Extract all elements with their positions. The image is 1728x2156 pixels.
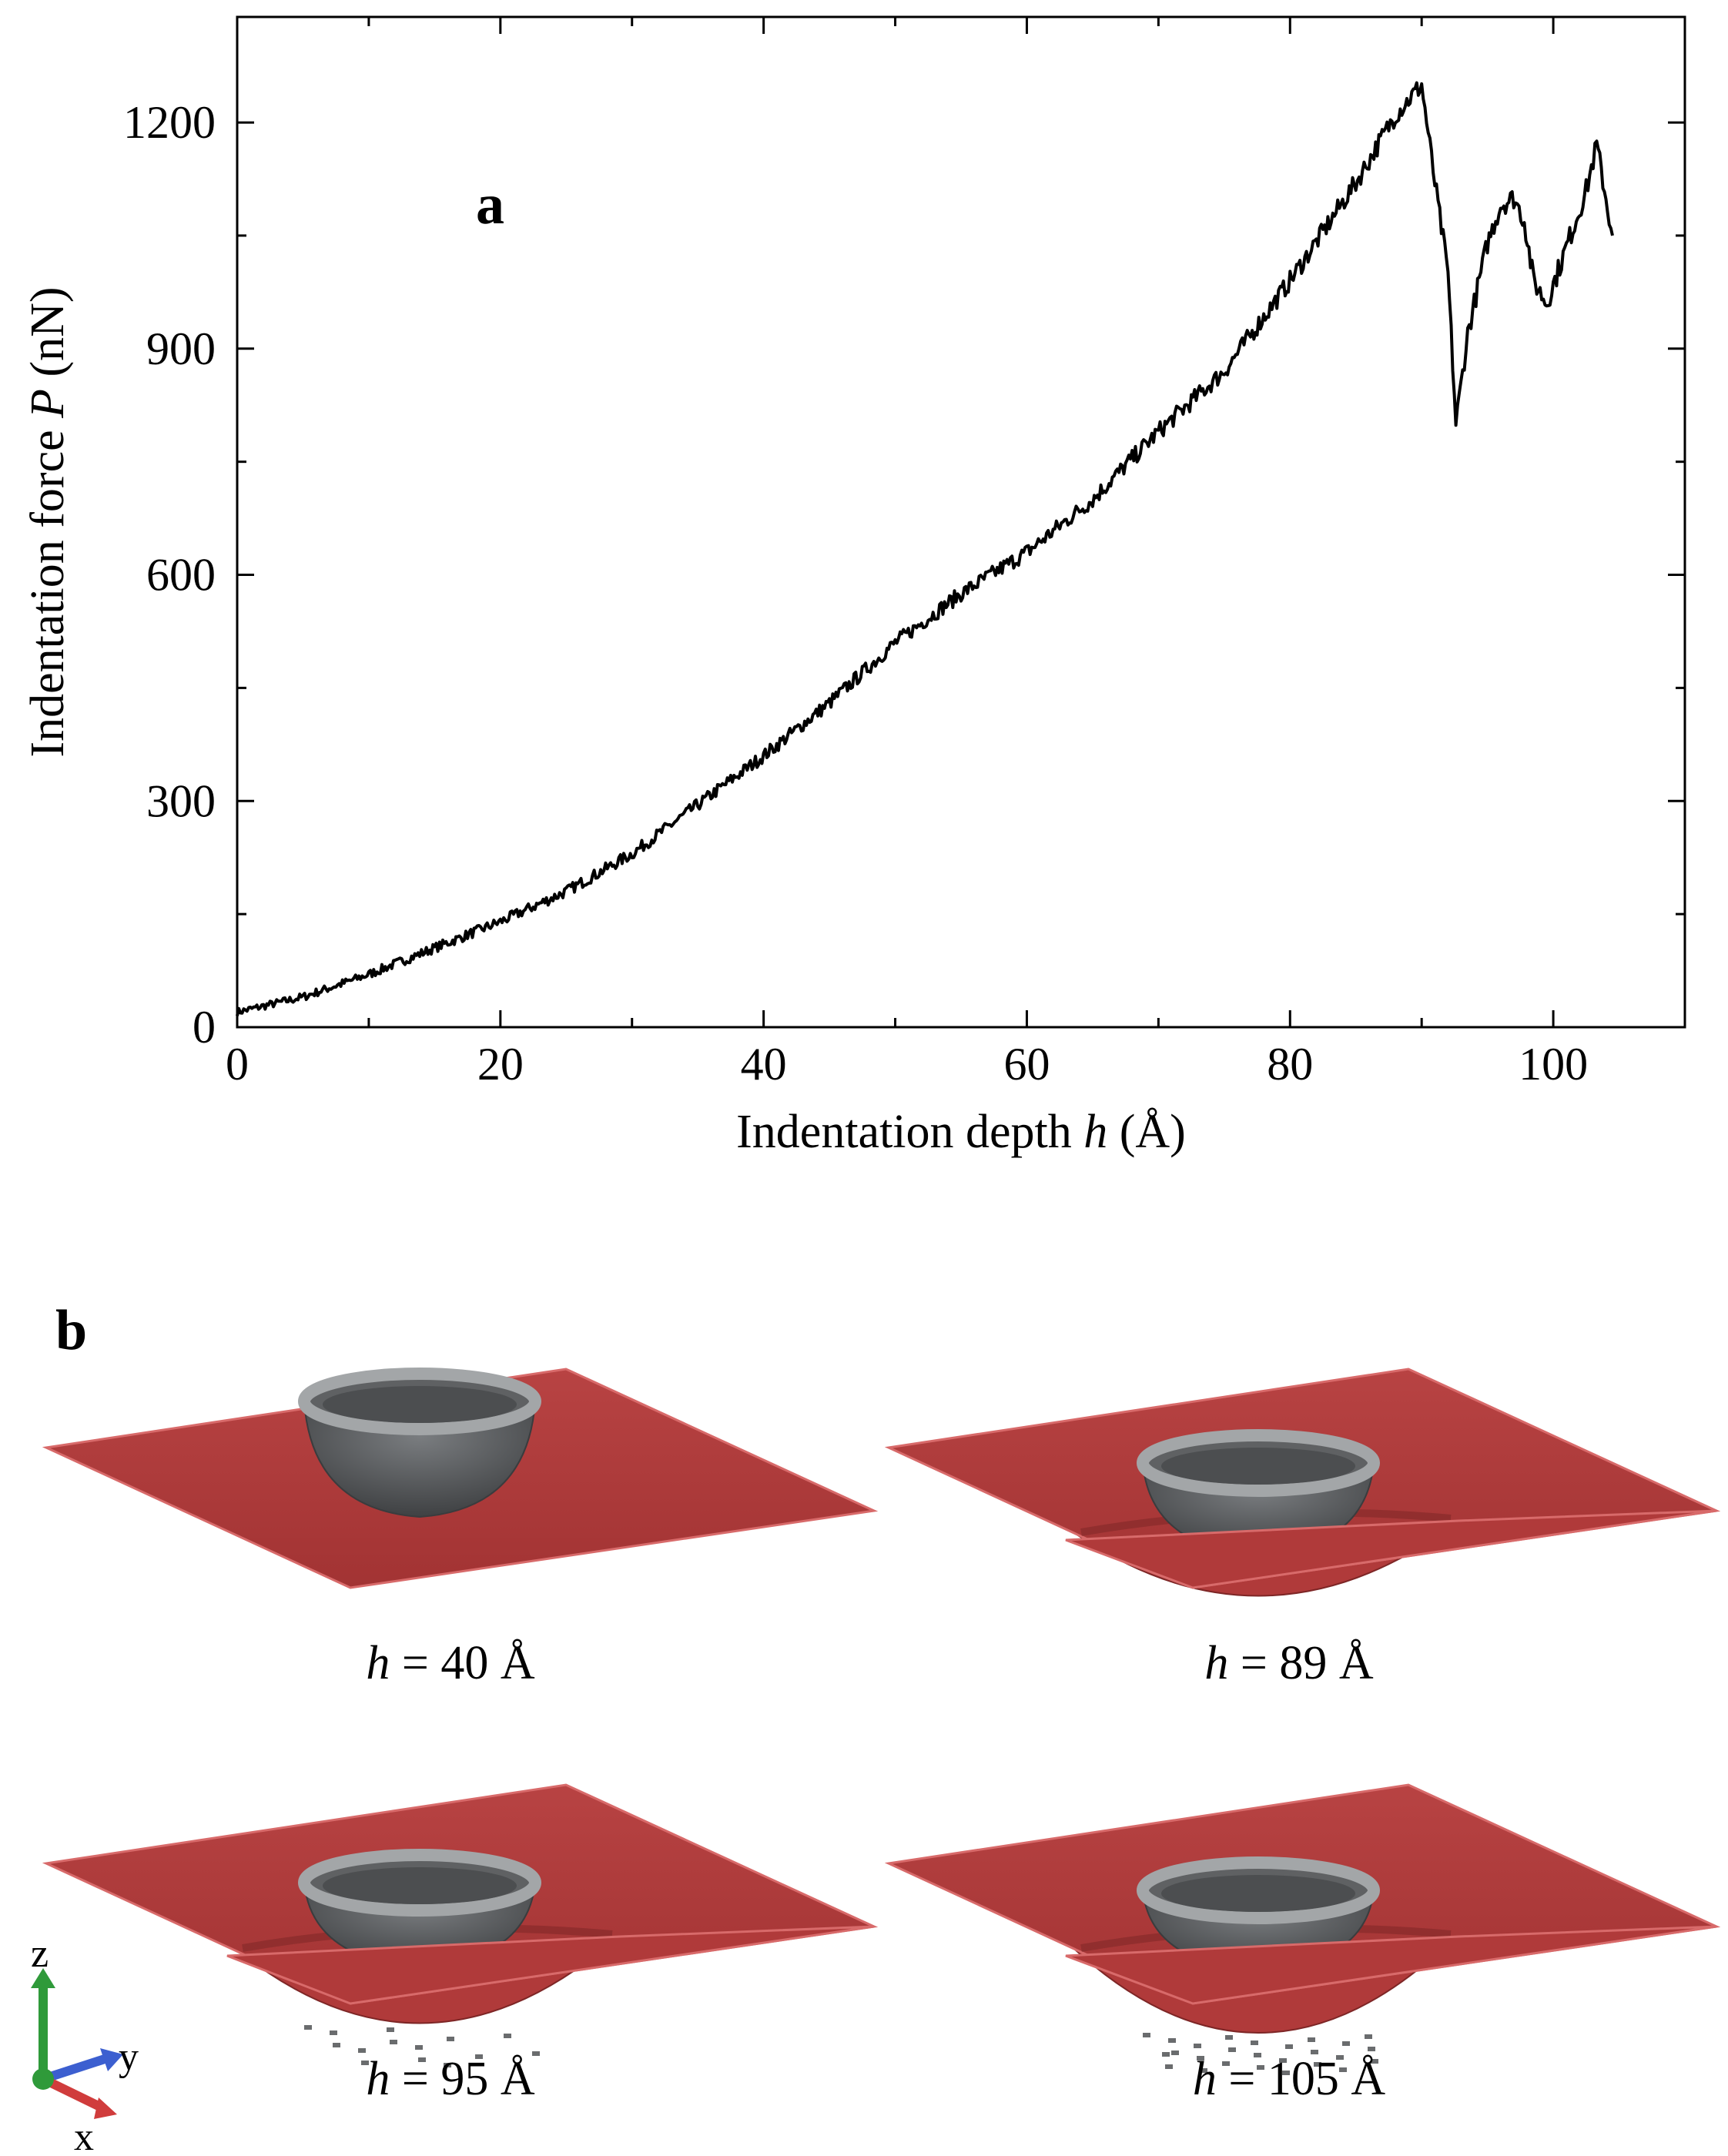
fracture-debris (475, 2054, 483, 2059)
y-arrowhead (100, 2048, 123, 2071)
snapshot-panel: h = 89 Å (884, 1368, 1721, 1689)
y-axis-ticks: 0 300 600 900 1200 (123, 97, 1685, 1053)
panel-label-b: b (55, 1299, 87, 1362)
force-curve (236, 81, 1614, 1016)
indentation-snapshots: h = 40 Å h = 89 Å h = 95 Å h = 105 Å (42, 1368, 1721, 2105)
fracture-debris (1339, 2067, 1347, 2072)
fracture-debris (1251, 2040, 1258, 2045)
fracture-debris (1368, 2047, 1375, 2051)
fracture-debris (1200, 2068, 1207, 2073)
snapshot-panel: h = 95 Å (42, 1783, 879, 2105)
fracture-debris (1342, 2041, 1350, 2046)
snapshot-panel: h = 40 Å (42, 1368, 879, 1689)
fracture-debris (1143, 2033, 1150, 2037)
indenter-interior (1161, 1448, 1355, 1485)
x-tick-label: 20 (477, 1039, 524, 1090)
fracture-debris (1168, 2038, 1176, 2043)
plot-frame (236, 15, 1686, 1029)
fracture-debris (444, 2063, 451, 2067)
fracture-debris (1279, 2058, 1287, 2063)
fracture-debris (1314, 2062, 1321, 2067)
snapshot-caption: h = 89 Å (1204, 1637, 1373, 1689)
fracture-debris (333, 2043, 340, 2047)
coordinate-axes-triad: z y x (31, 1932, 139, 2156)
x-tick-label: 80 (1267, 1039, 1313, 1090)
fracture-debris (1225, 2035, 1233, 2040)
x-axis-ticks: 0 20 40 60 80 100 (226, 17, 1588, 1090)
snapshot-caption: h = 40 Å (366, 1637, 534, 1689)
indenter-interior (323, 1386, 517, 1423)
fracture-debris (1365, 2034, 1372, 2039)
membrane-front-edge (226, 1925, 875, 2005)
fracture-debris (504, 2034, 511, 2038)
fracture-debris (1197, 2056, 1204, 2061)
fracture-debris (415, 2045, 423, 2050)
fracture-debris (1371, 2059, 1378, 2064)
fracture-debris (1222, 2061, 1230, 2066)
y-tick-label: 600 (146, 550, 216, 601)
y-tick-label: 300 (146, 775, 216, 826)
fracture-debris (1257, 2065, 1264, 2070)
x-tick-label: 60 (1003, 1039, 1050, 1090)
fracture-debris (1254, 2053, 1261, 2057)
triad-label-y: y (119, 2035, 139, 2079)
triad-label-z: z (31, 1932, 49, 1976)
fracture-debris (447, 2037, 454, 2041)
fracture-debris (361, 2061, 369, 2065)
fracture-debris (1165, 2064, 1173, 2069)
fracture-debris (1171, 2051, 1179, 2055)
fracture-debris (1308, 2037, 1315, 2042)
fracture-debris (1336, 2055, 1344, 2060)
x-arrowhead (94, 2097, 117, 2119)
fracture-debris (532, 2051, 540, 2056)
y-axis-arrow (42, 2054, 106, 2084)
fracture-debris (1285, 2044, 1293, 2049)
snapshot-caption: h = 95 Å (366, 2053, 534, 2105)
x-axis-arrow (41, 2074, 105, 2113)
snapshot-panel: h = 105 Å (884, 1783, 1721, 2105)
fracture-debris (1162, 2052, 1170, 2057)
y-tick-label: 900 (146, 323, 216, 374)
indenter-interior (323, 1867, 517, 1904)
fracture-debris (1282, 2071, 1290, 2075)
triad-label-x: x (74, 2115, 94, 2156)
triad-origin (32, 2068, 54, 2090)
fracture-debris (1194, 2044, 1201, 2048)
y-tick-label: 0 (193, 1002, 216, 1053)
x-axis-label: Indentation depth h (Å) (736, 1106, 1186, 1158)
fracture-debris (330, 2030, 337, 2035)
force-depth-chart: 0 20 40 60 80 100 0 300 600 900 1200 a Indentatio… (22, 15, 1686, 1158)
y-tick-label: 1200 (123, 97, 216, 148)
x-tick-label: 100 (1519, 1039, 1588, 1090)
fracture-debris (304, 2025, 312, 2030)
membrane-front-edge (1065, 1925, 1717, 2005)
fracture-debris (418, 2057, 426, 2062)
fracture-debris (387, 2027, 394, 2032)
fracture-debris (1228, 2047, 1236, 2052)
indenter-interior (1161, 1875, 1355, 1912)
fracture-debris (358, 2048, 366, 2053)
panel-label-a: a (476, 173, 504, 236)
membrane-front-edge (1065, 1509, 1717, 1589)
fracture-debris (1311, 2050, 1318, 2054)
z-arrowhead (31, 1968, 55, 1988)
fracture-debris (390, 2040, 397, 2044)
snapshot-caption: h = 105 Å (1193, 2053, 1385, 2105)
x-tick-label: 40 (741, 1039, 787, 1090)
y-axis-label: Indentation force P (nN) (22, 286, 74, 757)
x-tick-label: 0 (226, 1039, 249, 1090)
